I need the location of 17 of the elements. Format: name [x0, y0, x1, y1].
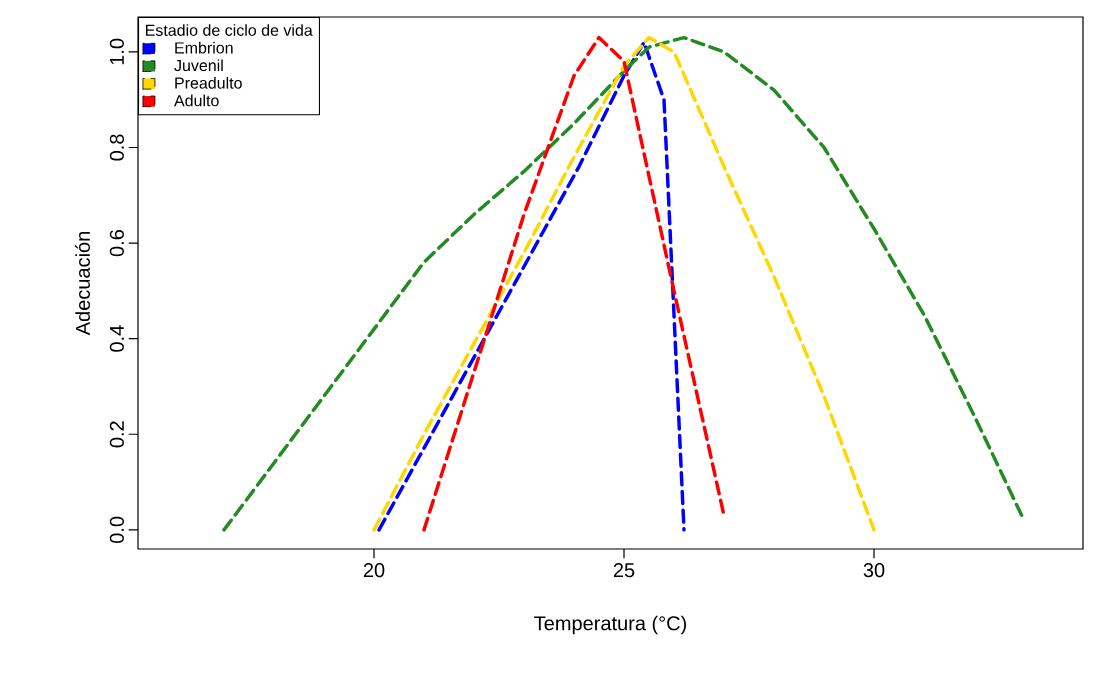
y-axis-title: Adecuación [75, 232, 90, 336]
x-axis-title: Temperatura (°C) [534, 615, 687, 635]
y-tick-label: 0.4 [109, 325, 124, 352]
y-tick-label: 0.6 [109, 230, 124, 257]
y-tick-label: 0.0 [109, 516, 124, 543]
y-tick-label: 1.0 [109, 38, 124, 65]
line-series [422, 35, 726, 532]
legend-label: Juvenil [174, 59, 223, 72]
y-tick-label: 0.2 [109, 421, 124, 448]
legend-title: Estadio de ciclo de vida [145, 24, 313, 36]
legend-label: Embrion [175, 41, 233, 54]
x-tick-label: 30 [863, 563, 885, 578]
legend-label: Adulto [174, 94, 219, 107]
x-tick-label: 20 [363, 563, 385, 578]
y-tick-label: 0.8 [109, 134, 124, 161]
legend-label: Preadulto [175, 76, 242, 89]
x-tick-label: 25 [613, 563, 635, 578]
